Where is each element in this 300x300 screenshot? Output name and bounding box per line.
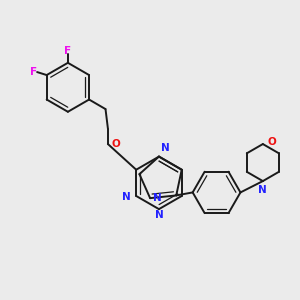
Text: O: O bbox=[267, 137, 276, 147]
Text: F: F bbox=[64, 46, 71, 56]
Text: N: N bbox=[161, 143, 170, 153]
Text: N: N bbox=[122, 192, 131, 202]
Text: F: F bbox=[30, 67, 37, 77]
Text: N: N bbox=[259, 185, 267, 195]
Text: N: N bbox=[155, 209, 164, 220]
Text: N: N bbox=[153, 193, 162, 203]
Text: O: O bbox=[112, 139, 120, 149]
